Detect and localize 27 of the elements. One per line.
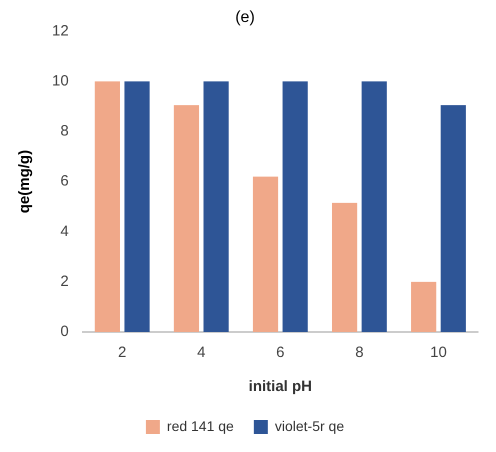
legend-label: violet-5r qe: [274, 418, 344, 434]
y-tick-label: 2: [60, 273, 69, 290]
x-axis-title: initial pH: [248, 378, 312, 396]
y-tick-label: 6: [60, 172, 69, 190]
x-tick-label: 10: [430, 344, 447, 362]
bar: [174, 105, 200, 332]
bar: [362, 81, 387, 332]
bar: [332, 202, 358, 332]
y-tick-label: 0: [60, 323, 69, 340]
y-tick-label: 10: [52, 72, 69, 90]
legend-label: red 141 qe: [166, 418, 234, 434]
x-tick-label: 6: [276, 344, 285, 362]
bar: [94, 81, 120, 332]
bar: [124, 81, 150, 332]
y-tick-label: 4: [60, 222, 69, 240]
y-tick-label: 8: [60, 122, 69, 140]
x-tick-label: 2: [118, 344, 126, 362]
bar: [411, 282, 436, 332]
bar: [204, 81, 229, 332]
x-tick-label: 4: [197, 344, 206, 362]
bar: [282, 81, 308, 332]
chart-title: (e): [235, 9, 255, 26]
y-axis-title: qe(mg/g): [16, 150, 34, 214]
bar: [252, 176, 278, 332]
bar: [440, 105, 466, 332]
y-tick-label: 12: [52, 22, 69, 40]
x-tick-label: 8: [355, 344, 364, 362]
